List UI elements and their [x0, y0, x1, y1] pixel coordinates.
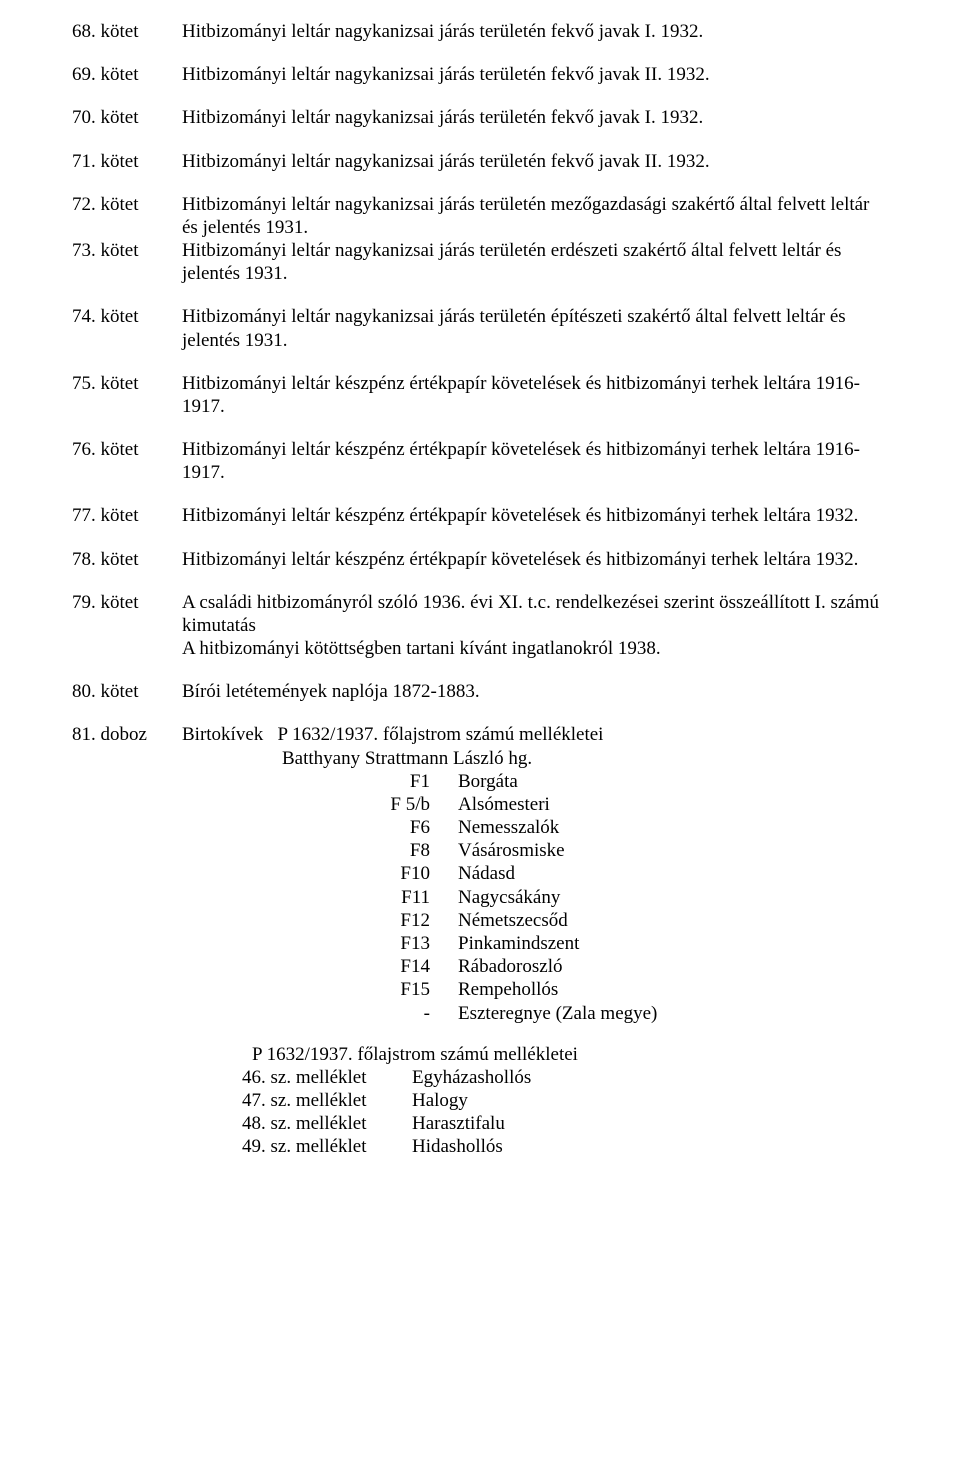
item-text: Hitbizományi leltár nagykanizsai járás t…	[182, 106, 888, 129]
item-label: 80. kötet	[72, 680, 182, 703]
list-item: 70. kötet Hitbizományi leltár nagykanizs…	[72, 106, 888, 129]
def-val: Rempehollós	[458, 978, 888, 1001]
def-row: F10Nádasd	[352, 862, 888, 885]
def-key: F10	[352, 862, 458, 885]
def-key: F6	[352, 816, 458, 839]
item-label: 69. kötet	[72, 63, 182, 86]
list-item: 71. kötet Hitbizományi leltár nagykanizs…	[72, 150, 888, 173]
list-item: 78. kötet Hitbizományi leltár készpénz é…	[72, 548, 888, 571]
item-label: 76. kötet	[72, 438, 182, 484]
item-text-line1: A családi hitbizományról szóló 1936. évi…	[182, 592, 879, 659]
document-page: 68. kötet Hitbizományi leltár nagykanizs…	[0, 0, 960, 1199]
mell-val: Halogy	[412, 1089, 888, 1112]
def-key: F12	[352, 909, 458, 932]
def-val: Eszteregnye (Zala megye)	[458, 1002, 888, 1025]
item-text: A családi hitbizományról szóló 1936. évi…	[182, 591, 888, 661]
def-val: Nádasd	[458, 862, 888, 885]
doboz-second: P 1632/1937. főlajstrom számú melléklete…	[182, 1043, 888, 1159]
item-label: 75. kötet	[72, 372, 182, 418]
item-label: 79. kötet	[72, 591, 182, 661]
doboz-entry: 81. doboz Birtokívek P 1632/1937. főlajs…	[72, 723, 888, 746]
item-text: Hitbizományi leltár készpénz értékpapír …	[182, 548, 888, 571]
def-row: -Eszteregnye (Zala megye)	[352, 1002, 888, 1025]
item-label: 81. doboz	[72, 723, 182, 746]
def-key: F1	[352, 770, 458, 793]
item-text: Hitbizományi leltár készpénz értékpapír …	[182, 504, 888, 527]
list-item: 75. kötet Hitbizományi leltár készpénz é…	[72, 372, 888, 418]
def-val: Németszecsőd	[458, 909, 888, 932]
def-row: F13Pinkamindszent	[352, 932, 888, 955]
def-val: Rábadoroszló	[458, 955, 888, 978]
item-label: 74. kötet	[72, 305, 182, 351]
mell-row: 48. sz. mellékletHarasztifalu	[242, 1112, 888, 1135]
list-item: 68. kötet Hitbizományi leltár nagykanizs…	[72, 20, 888, 43]
doboz-intro-b: P 1632/1937. főlajstrom számú melléklete…	[278, 724, 604, 745]
item-label: 70. kötet	[72, 106, 182, 129]
item-text: Hitbizományi leltár készpénz értékpapír …	[182, 372, 888, 418]
mell-key: 47. sz. melléklet	[242, 1089, 412, 1112]
item-label: 78. kötet	[72, 548, 182, 571]
doboz-owner: Batthyany Strattmann László hg.	[182, 747, 888, 770]
item-label: 68. kötet	[72, 20, 182, 43]
def-val: Borgáta	[458, 770, 888, 793]
def-key: F15	[352, 978, 458, 1001]
doboz-intro: Birtokívek P 1632/1937. főlajstrom számú…	[182, 723, 888, 746]
list-item: 79. kötet A családi hitbizományról szóló…	[72, 591, 888, 661]
list-item: 80. kötet Bírói letétemények naplója 187…	[72, 680, 888, 703]
list-item: 76. kötet Hitbizományi leltár készpénz é…	[72, 438, 888, 484]
def-row: F12Németszecsőd	[352, 909, 888, 932]
item-text: Hitbizományi leltár nagykanizsai járás t…	[182, 239, 888, 285]
doboz-detail: Batthyany Strattmann László hg. F1Borgát…	[182, 747, 888, 1025]
def-val: Pinkamindszent	[458, 932, 888, 955]
list-item: 69. kötet Hitbizományi leltár nagykanizs…	[72, 63, 888, 86]
def-key: F11	[352, 886, 458, 909]
item-text: Hitbizományi leltár nagykanizsai járás t…	[182, 193, 888, 239]
def-row: F14Rábadoroszló	[352, 955, 888, 978]
list-item: 72. kötet Hitbizományi leltár nagykanizs…	[72, 193, 888, 239]
mell-key: 46. sz. melléklet	[242, 1066, 412, 1089]
def-key: F8	[352, 839, 458, 862]
item-text: Hitbizományi leltár nagykanizsai járás t…	[182, 150, 888, 173]
item-label: 72. kötet	[72, 193, 182, 239]
def-key: F13	[352, 932, 458, 955]
def-key: -	[352, 1002, 458, 1025]
mell-row: 47. sz. mellékletHalogy	[242, 1089, 888, 1112]
item-text: Hitbizományi leltár nagykanizsai járás t…	[182, 305, 888, 351]
mell-val: Harasztifalu	[412, 1112, 888, 1135]
mell-key: 49. sz. melléklet	[242, 1135, 412, 1158]
def-val: Nemesszalók	[458, 816, 888, 839]
doboz-intro-a: Birtokívek	[182, 724, 263, 745]
def-row: F15Rempehollós	[352, 978, 888, 1001]
mell-row: 49. sz. mellékletHidashollós	[242, 1135, 888, 1158]
item-label: 73. kötet	[72, 239, 182, 285]
def-val: Nagycsákány	[458, 886, 888, 909]
def-row: F8Vásárosmiske	[352, 839, 888, 862]
def-key: F 5/b	[352, 793, 458, 816]
list-item: 77. kötet Hitbizományi leltár készpénz é…	[72, 504, 888, 527]
def-row: F 5/bAlsómesteri	[352, 793, 888, 816]
def-row: F1Borgáta	[352, 770, 888, 793]
item-text: Bírói letétemények naplója 1872-1883.	[182, 680, 888, 703]
mell-val: Hidashollós	[412, 1135, 888, 1158]
def-val: Vásárosmiske	[458, 839, 888, 862]
item-text: Hitbizományi leltár készpénz értékpapír …	[182, 438, 888, 484]
list-item: 74. kötet Hitbizományi leltár nagykanizs…	[72, 305, 888, 351]
second-heading: P 1632/1937. főlajstrom számú melléklete…	[182, 1043, 888, 1066]
list-item: 73. kötet Hitbizományi leltár nagykanizs…	[72, 239, 888, 285]
mell-key: 48. sz. melléklet	[242, 1112, 412, 1135]
def-val: Alsómesteri	[458, 793, 888, 816]
item-label: 71. kötet	[72, 150, 182, 173]
item-label: 77. kötet	[72, 504, 182, 527]
item-text: Hitbizományi leltár nagykanizsai járás t…	[182, 63, 888, 86]
def-key: F14	[352, 955, 458, 978]
item-text: Hitbizományi leltár nagykanizsai járás t…	[182, 20, 888, 43]
def-row: F11Nagycsákány	[352, 886, 888, 909]
mell-row: 46. sz. mellékletEgyházashollós	[242, 1066, 888, 1089]
def-row: F6Nemesszalók	[352, 816, 888, 839]
mell-val: Egyházashollós	[412, 1066, 888, 1089]
